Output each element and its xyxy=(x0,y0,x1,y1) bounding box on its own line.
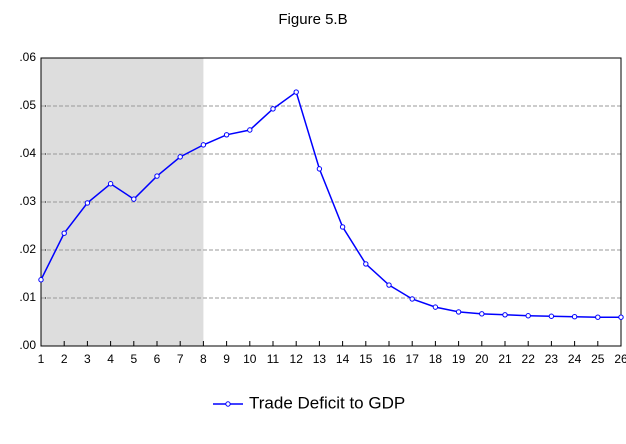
legend-label: Trade Deficit to GDP xyxy=(249,393,405,412)
y-tick-label: .02 xyxy=(19,242,36,256)
x-tick-label: 15 xyxy=(359,352,373,366)
data-point xyxy=(61,230,67,236)
data-point xyxy=(525,313,531,319)
x-tick-label: 8 xyxy=(200,352,207,366)
data-point xyxy=(595,314,601,320)
plot-frame xyxy=(40,57,622,347)
data-point xyxy=(502,312,508,318)
y-tick-label: .04 xyxy=(19,146,36,160)
data-point xyxy=(293,89,299,95)
x-tick-label: 16 xyxy=(382,352,396,366)
y-tick-label: .01 xyxy=(19,290,36,304)
data-line xyxy=(40,90,621,318)
data-point xyxy=(571,314,578,320)
y-tick-label: .06 xyxy=(19,50,36,64)
data-point xyxy=(618,314,624,320)
data-point xyxy=(479,311,485,317)
data-point xyxy=(84,200,91,206)
data-point xyxy=(339,224,346,230)
x-tick-label: 23 xyxy=(545,352,559,366)
legend-marker xyxy=(225,401,231,407)
x-tick-label: 7 xyxy=(177,352,184,366)
data-point xyxy=(154,173,160,179)
data-point xyxy=(409,296,415,302)
x-tick-label: 13 xyxy=(313,352,327,366)
data-point xyxy=(223,132,230,138)
data-point xyxy=(432,304,439,310)
x-tick-label: 5 xyxy=(130,352,137,366)
x-tick-label: 12 xyxy=(290,352,304,366)
y-tick-label: .00 xyxy=(19,338,36,352)
data-point xyxy=(38,277,44,283)
data-point xyxy=(177,154,183,160)
data-point xyxy=(386,282,392,288)
data-point xyxy=(363,261,369,267)
data-point xyxy=(316,166,323,172)
data-point xyxy=(247,127,253,133)
data-point xyxy=(131,196,137,202)
data-point xyxy=(200,142,207,148)
x-tick-label: 24 xyxy=(568,352,582,366)
x-tick-label: 17 xyxy=(406,352,420,366)
x-tick-label: 4 xyxy=(107,352,114,366)
x-tick-label: 3 xyxy=(84,352,91,366)
x-tick-label: 19 xyxy=(452,352,466,366)
data-point xyxy=(455,309,462,315)
chart-title: Figure 5.B xyxy=(278,11,347,28)
data-point xyxy=(270,106,276,112)
x-tick-label: 18 xyxy=(429,352,443,366)
y-tick-label: .05 xyxy=(19,98,36,112)
x-tick-label: 20 xyxy=(475,352,489,366)
y-tick-label: .03 xyxy=(19,194,36,208)
x-tick-label: 10 xyxy=(243,352,257,366)
x-tick-label: 26 xyxy=(614,352,626,366)
x-tick-label: 14 xyxy=(336,352,350,366)
x-tick-label: 22 xyxy=(522,352,536,366)
x-tick-label: 6 xyxy=(154,352,161,366)
data-point xyxy=(107,181,114,187)
x-tick-label: 9 xyxy=(223,352,230,366)
x-tick-label: 1 xyxy=(38,352,45,366)
x-tick-label: 11 xyxy=(267,352,280,366)
x-tick-label: 25 xyxy=(591,352,605,366)
x-tick-label: 2 xyxy=(61,352,68,366)
x-tick-label: 21 xyxy=(498,352,512,366)
data-point xyxy=(548,313,555,319)
